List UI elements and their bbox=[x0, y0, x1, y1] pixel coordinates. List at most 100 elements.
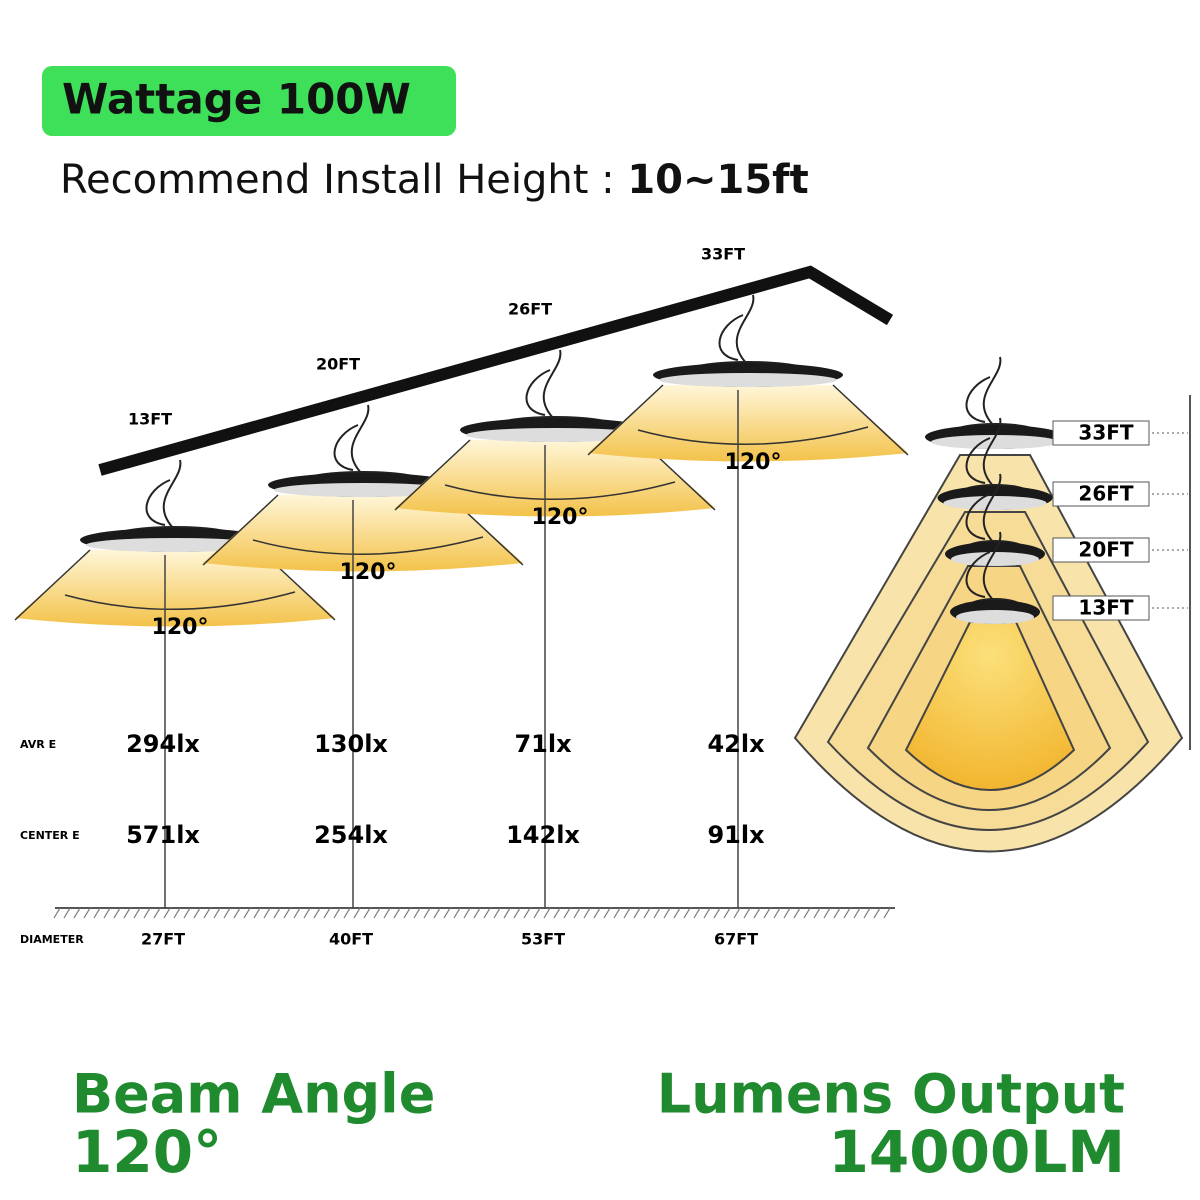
hatch-line bbox=[693, 907, 701, 919]
side-diagram: 33FT 26FT 20FT 13FT bbox=[793, 356, 1191, 853]
angle-label: 120° bbox=[725, 450, 782, 475]
angle-label: 120° bbox=[340, 560, 397, 585]
hatch-line bbox=[103, 907, 111, 919]
ceiling bbox=[98, 265, 894, 476]
row-label: DIAMETER bbox=[20, 933, 84, 946]
hatch-line bbox=[63, 907, 71, 919]
hatch-line bbox=[233, 907, 241, 919]
hatch-line bbox=[613, 907, 621, 919]
install-value: 10~15ft bbox=[627, 157, 808, 203]
hatch-line bbox=[213, 907, 221, 919]
ground-hatch bbox=[53, 907, 891, 919]
diameter-value: 67FT bbox=[714, 930, 758, 949]
hatch-line bbox=[113, 907, 121, 919]
hatch-line bbox=[243, 907, 251, 919]
hatch-line bbox=[703, 907, 711, 919]
beam-edge bbox=[14, 549, 91, 621]
hatch-line bbox=[223, 907, 231, 919]
cable bbox=[525, 349, 562, 421]
beam-edge bbox=[202, 494, 279, 566]
lamp-face bbox=[951, 552, 1039, 566]
lamp-group: 20FT 120° 130lx 254lx 40FT bbox=[202, 355, 524, 949]
hatch-line bbox=[283, 907, 291, 919]
hatch-line bbox=[473, 907, 481, 919]
hatch-line bbox=[673, 907, 681, 919]
hatch-line bbox=[133, 907, 141, 919]
beam-value: 120° bbox=[72, 1118, 222, 1186]
hatch-line bbox=[783, 907, 791, 919]
hatch-line bbox=[683, 907, 691, 919]
cable bbox=[965, 356, 1002, 428]
hatch-line bbox=[643, 907, 651, 919]
hatch-line bbox=[433, 907, 441, 919]
hatch-line bbox=[253, 907, 261, 919]
hatch-line bbox=[443, 907, 451, 919]
height-box bbox=[1052, 595, 1150, 621]
hatch-line bbox=[403, 907, 411, 919]
hatch-line bbox=[653, 907, 661, 919]
beam-edge bbox=[587, 384, 664, 456]
hatch-line bbox=[793, 907, 801, 919]
hatch-line bbox=[313, 907, 321, 919]
beam-edge bbox=[394, 439, 471, 511]
hatch-line bbox=[173, 907, 181, 919]
angle-arc bbox=[252, 536, 484, 555]
lamp-face bbox=[931, 435, 1059, 449]
avr-value: 294lx bbox=[126, 730, 200, 758]
hatch-line bbox=[623, 907, 631, 919]
height-box bbox=[1052, 537, 1150, 563]
hatch-line bbox=[453, 907, 461, 919]
avr-value: 71lx bbox=[514, 730, 572, 758]
hatch-line bbox=[853, 907, 861, 919]
cone-13 bbox=[904, 621, 1076, 791]
height-label: 13FT bbox=[128, 410, 172, 429]
side-height: 33FT bbox=[1078, 421, 1133, 445]
center-value: 254lx bbox=[314, 821, 388, 849]
angle-arc bbox=[64, 591, 296, 610]
hatch-line bbox=[563, 907, 571, 919]
angle-arc bbox=[637, 426, 869, 445]
angle-arc bbox=[444, 481, 676, 500]
hatch-line bbox=[843, 907, 851, 919]
lamp-group: 33FT 120° 42lx 91lx 67FT bbox=[587, 245, 909, 949]
hatch-line bbox=[383, 907, 391, 919]
hatch-line bbox=[813, 907, 821, 919]
hatch-line bbox=[353, 907, 361, 919]
hatch-line bbox=[773, 907, 781, 919]
lamp-face bbox=[943, 496, 1047, 510]
hatch-line bbox=[863, 907, 871, 919]
hatch-line bbox=[763, 907, 771, 919]
hatch-line bbox=[323, 907, 331, 919]
hatch-line bbox=[463, 907, 471, 919]
height-label: 33FT bbox=[701, 245, 745, 264]
hatch-line bbox=[363, 907, 371, 919]
hatch-line bbox=[483, 907, 491, 919]
hatch-line bbox=[293, 907, 301, 919]
lamp-face bbox=[274, 483, 452, 497]
height-box bbox=[1052, 481, 1150, 507]
center-value: 142lx bbox=[506, 821, 580, 849]
hatch-line bbox=[143, 907, 151, 919]
row-label: CENTER E bbox=[20, 829, 80, 842]
hatch-line bbox=[533, 907, 541, 919]
hatch-line bbox=[593, 907, 601, 919]
side-height: 26FT bbox=[1078, 482, 1133, 506]
hatch-line bbox=[713, 907, 721, 919]
hatch-line bbox=[393, 907, 401, 919]
hatch-line bbox=[263, 907, 271, 919]
diameter-value: 40FT bbox=[329, 930, 373, 949]
hatch-line bbox=[573, 907, 581, 919]
hatch-line bbox=[603, 907, 611, 919]
lamp-face bbox=[956, 610, 1034, 624]
hatch-line bbox=[163, 907, 171, 919]
hatch-line bbox=[583, 907, 591, 919]
hatch-line bbox=[743, 907, 751, 919]
cable bbox=[965, 531, 1002, 603]
hatch-line bbox=[553, 907, 561, 919]
hatch-line bbox=[373, 907, 381, 919]
hatch-line bbox=[873, 907, 881, 919]
hatch-line bbox=[823, 907, 831, 919]
